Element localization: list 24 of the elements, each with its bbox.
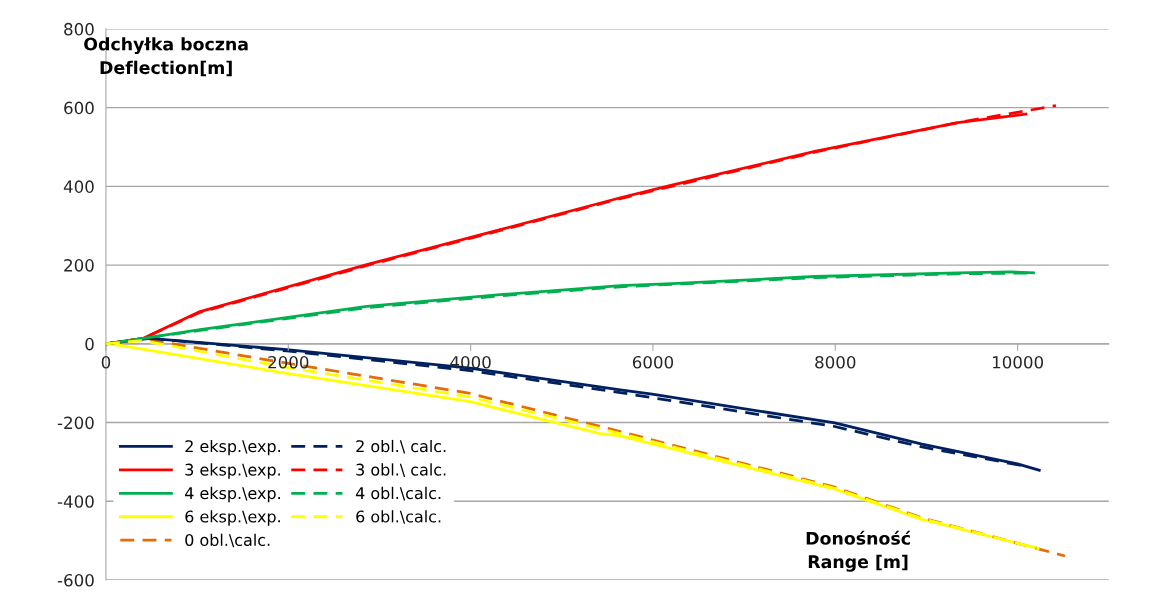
y-tick-label: 0 xyxy=(85,337,94,351)
x-tick-label: 10000 xyxy=(992,355,1044,369)
legend-label: 2 eksp.\exp. xyxy=(185,439,280,456)
x-tick-label: 6000 xyxy=(632,355,674,369)
y-axis-title: Odchyłka boczna Deflection[m] xyxy=(84,37,248,77)
legend-label: 4 eksp.\exp. xyxy=(185,486,280,503)
legend-label: 3 eksp.\exp. xyxy=(185,463,280,479)
y-tick-label: -400 xyxy=(57,495,94,508)
y-tick-label: -600 xyxy=(57,573,94,587)
x-tick-label: 0 xyxy=(101,355,111,369)
legend-label: 6 obl.\calc. xyxy=(356,510,441,524)
legend-label: 6 eksp.\exp. xyxy=(185,510,280,526)
y-tick-label: 800 xyxy=(64,22,94,36)
y-tick-label: 400 xyxy=(63,180,94,193)
x-axis-title: Donośność Range [m] xyxy=(806,530,911,572)
x-tick-label: 4000 xyxy=(450,355,491,369)
legend-label: 0 obl.\calc. xyxy=(185,533,270,548)
legend-label: 3 obl.\ calc. xyxy=(356,463,446,477)
y-tick-label: 200 xyxy=(64,259,94,272)
y-tick-label: 600 xyxy=(64,101,94,115)
legend-label: 4 obl.\calc. xyxy=(355,486,441,501)
x-tick-label: 8000 xyxy=(815,355,856,369)
legend-label: 2 obl.\ calc. xyxy=(356,439,446,454)
y-tick-label: -200 xyxy=(57,416,94,430)
